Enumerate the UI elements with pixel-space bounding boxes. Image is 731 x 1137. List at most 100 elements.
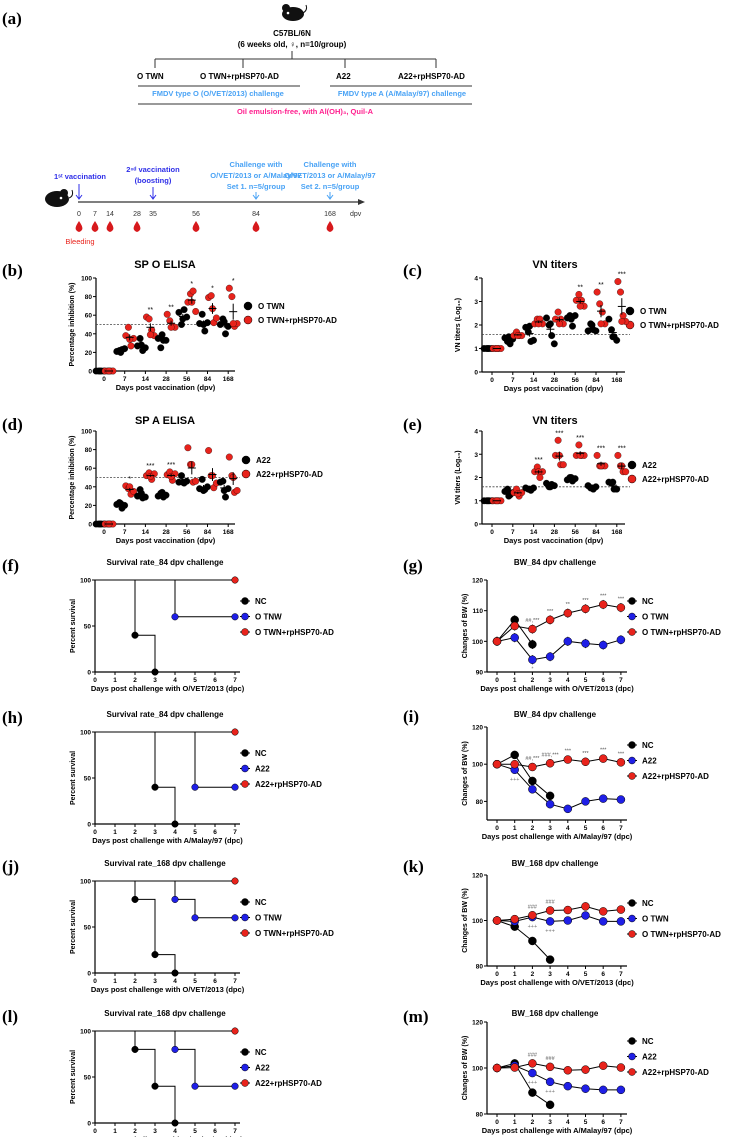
x-tick-label: 5 xyxy=(193,978,197,985)
x-tick-label: 14 xyxy=(142,376,150,383)
data-point xyxy=(212,314,220,322)
survival-point xyxy=(171,1119,179,1127)
arrow-down-icon xyxy=(252,192,260,200)
y-tick-label: 100 xyxy=(472,639,483,646)
significance-label: +++ xyxy=(528,924,538,930)
data-point xyxy=(228,293,236,301)
legend-label: O TWN xyxy=(258,302,285,311)
data-point xyxy=(578,296,585,304)
bw-point xyxy=(616,1063,626,1072)
x-tick-label: 7 xyxy=(619,825,623,832)
x-tick-label: 28 xyxy=(551,377,559,384)
bw-point xyxy=(528,1068,537,1078)
x-tick-label: 168 xyxy=(611,377,622,384)
legend-marker xyxy=(241,628,249,636)
x-tick-label: 0 xyxy=(495,1119,499,1126)
y-tick-label: 1 xyxy=(474,498,478,505)
bw-point xyxy=(545,799,555,809)
legend-label: A22+rpHSP70-AD xyxy=(255,780,322,789)
y-tick-label: 4 xyxy=(474,276,478,283)
data-point xyxy=(207,292,215,300)
x-tick-label: 2 xyxy=(133,829,137,836)
x-tick-label: 56 xyxy=(572,377,580,384)
panel-label-b: (b) xyxy=(2,261,23,280)
x-axis-label: Days post challenge with A/Malay/97 (dpc… xyxy=(482,832,633,841)
y-tick-label: 0 xyxy=(474,522,478,529)
x-axis-label: Days post vaccination (dpv) xyxy=(504,384,604,393)
legend-label: NC xyxy=(642,741,654,750)
data-point xyxy=(593,451,601,459)
y-tick-label: 100 xyxy=(472,1066,483,1073)
blood-drop-icon xyxy=(75,221,83,232)
data-point xyxy=(178,472,185,480)
x-tick-label: 4 xyxy=(173,677,177,684)
legend-label: A22 xyxy=(642,1053,657,1062)
legend-marker xyxy=(241,1079,249,1087)
data-point xyxy=(158,488,166,496)
bw-point xyxy=(510,1063,519,1072)
x-axis-label: Days post challenge with A/Malay/97 (dpc… xyxy=(92,1135,243,1137)
legend-label: O TWN+rpHSP70-AD xyxy=(258,316,337,325)
x-tick-label: 0 xyxy=(102,529,106,536)
y-tick-label: 50 xyxy=(84,776,92,783)
bw-point xyxy=(598,1061,608,1070)
chart-title: VN titers xyxy=(532,259,577,271)
data-point xyxy=(593,288,601,296)
legend-label: O TWN+rpHSP70-AD xyxy=(640,321,719,330)
legend-marker xyxy=(241,898,249,906)
significance-label: +++ xyxy=(545,928,555,934)
y-tick-label: 0 xyxy=(87,670,91,677)
data-point xyxy=(163,310,171,318)
strain-label: C57BL/6N xyxy=(273,29,311,38)
data-point xyxy=(222,330,229,338)
panel-label-g: (g) xyxy=(403,556,423,575)
x-tick-label: 6 xyxy=(213,829,217,836)
y-tick-label: 0 xyxy=(87,971,91,978)
significance-label: *** xyxy=(597,445,605,452)
y-tick-label: 50 xyxy=(84,1075,92,1082)
x-tick-label: 7 xyxy=(123,376,127,383)
chart-panel-f: (f) Survival rate_84 dpv challenge050100P… xyxy=(2,556,334,693)
survival-point xyxy=(171,820,179,828)
first-vaccination-label: 1ˢᵗ vaccination xyxy=(54,172,106,181)
y-tick-label: 100 xyxy=(472,762,483,769)
significance-label: *** xyxy=(547,609,554,615)
survival-point xyxy=(151,1082,159,1090)
x-tick-label: 5 xyxy=(584,677,588,684)
y-tick-label: 0 xyxy=(88,522,92,529)
data-point xyxy=(198,475,206,483)
survival-point xyxy=(231,576,239,584)
survival-point xyxy=(191,1082,199,1090)
legend-marker xyxy=(241,929,249,937)
x-axis-label: Days post challenge with O/VET/2013 (dpc… xyxy=(480,684,634,693)
y-tick-label: 90 xyxy=(476,670,484,677)
bw-point xyxy=(563,905,573,915)
data-point xyxy=(597,320,605,328)
timeline-arrowhead xyxy=(358,199,365,205)
bw-point xyxy=(528,762,537,772)
x-tick-label: 7 xyxy=(233,677,237,684)
mouse-icon xyxy=(282,4,308,21)
y-tick-label: 120 xyxy=(472,578,483,585)
significance-label: *** xyxy=(535,457,543,464)
legend-label: O TWN+rpHSP70-AD xyxy=(255,929,334,938)
y-tick-label: 110 xyxy=(473,608,484,615)
panel-label-j: (j) xyxy=(2,857,19,876)
y-tick-label: 80 xyxy=(476,1112,484,1119)
significance-label: ##,*** xyxy=(525,756,540,762)
significance-label: *** xyxy=(146,463,154,470)
significance-label: * xyxy=(190,281,193,288)
chart-title: VN titers xyxy=(532,415,577,427)
y-tick-label: 0 xyxy=(88,369,92,376)
survival-point xyxy=(231,783,239,791)
panel-label-f: (f) xyxy=(2,556,19,575)
blood-drop-icon xyxy=(133,221,141,232)
data-point xyxy=(180,306,188,314)
data-point xyxy=(146,331,154,339)
significance-label: * xyxy=(128,476,131,483)
legend-label: A22 xyxy=(642,461,657,470)
survival-point xyxy=(231,1027,239,1035)
legend-label: NC xyxy=(255,898,267,907)
significance-label: ** xyxy=(577,284,583,291)
